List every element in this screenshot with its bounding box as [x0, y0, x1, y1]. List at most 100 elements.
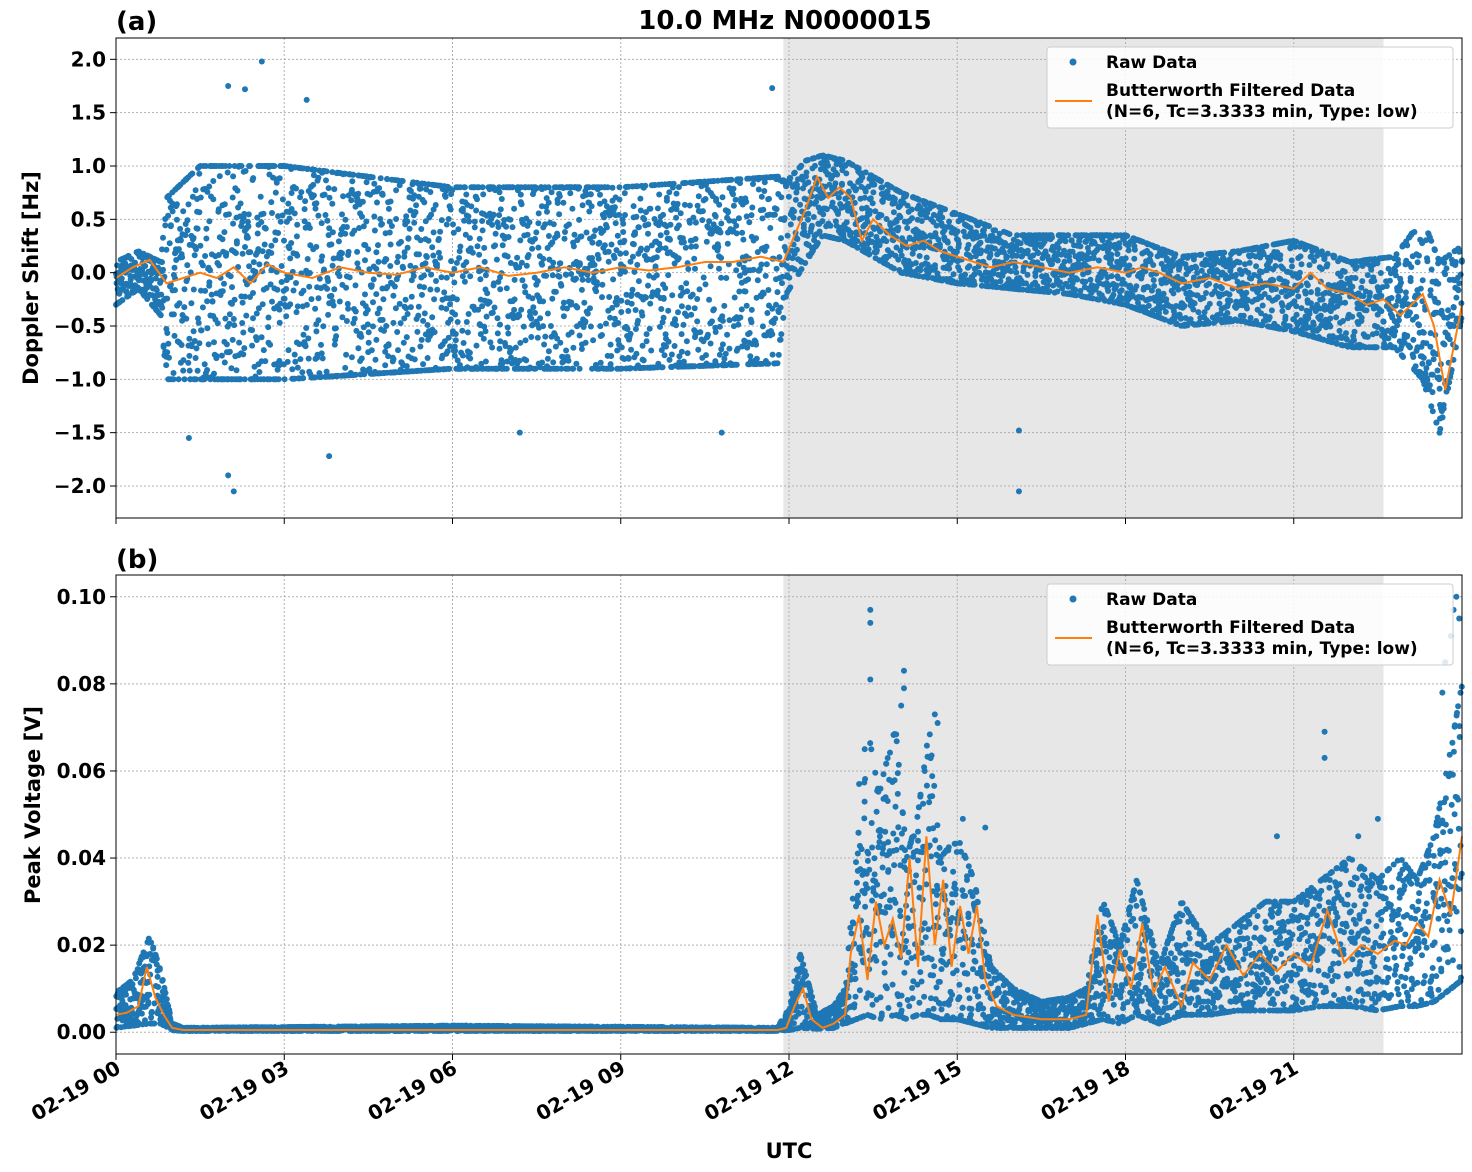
raw-data-point — [560, 199, 567, 206]
raw-data-point — [379, 221, 385, 227]
raw-data-point — [621, 237, 628, 244]
raw-data-point — [758, 261, 765, 268]
raw-data-point — [760, 206, 767, 213]
raw-data-point — [1198, 267, 1205, 274]
raw-data-point — [622, 268, 628, 275]
raw-data-point — [191, 252, 198, 259]
raw-data-point — [443, 274, 450, 281]
raw-data-point — [348, 186, 355, 193]
raw-data-point — [587, 191, 594, 198]
figure-title: 10.0 MHz N0000015 — [638, 6, 931, 36]
raw-data-point — [256, 369, 263, 375]
raw-data-point — [1057, 279, 1063, 286]
raw-data-point — [482, 358, 489, 365]
raw-data-point — [582, 339, 589, 346]
raw-data-point — [647, 205, 654, 212]
raw-data-point — [861, 194, 868, 201]
raw-data-point — [514, 254, 521, 261]
raw-data-point — [1366, 289, 1373, 296]
raw-data-point — [487, 339, 494, 346]
raw-data-point — [206, 218, 213, 225]
raw-data-point — [219, 236, 226, 243]
raw-data-point — [762, 272, 769, 279]
raw-data-point — [430, 229, 437, 236]
raw-data-point — [586, 208, 593, 215]
raw-data-point — [481, 244, 488, 251]
raw-data-point — [319, 253, 326, 260]
raw-data-point — [313, 200, 320, 207]
raw-data-point — [1279, 302, 1286, 309]
raw-data-point — [659, 364, 666, 371]
raw-data-point — [234, 187, 241, 194]
raw-data-point — [438, 217, 445, 224]
raw-data-point — [1124, 233, 1131, 239]
raw-data-point — [1358, 314, 1365, 321]
raw-data-point — [1351, 328, 1358, 335]
raw-data-point — [279, 196, 286, 203]
raw-data-point — [659, 319, 666, 326]
raw-data-point — [599, 281, 606, 288]
raw-data-point — [230, 316, 237, 322]
raw-data-point — [534, 334, 541, 341]
raw-data-point — [549, 239, 556, 246]
raw-data-point — [903, 191, 910, 198]
raw-data-point — [287, 301, 294, 308]
raw-data-point — [421, 310, 428, 317]
raw-data-point — [782, 293, 789, 300]
raw-data-point — [482, 272, 489, 279]
raw-data-point — [563, 347, 570, 354]
raw-data-point — [463, 259, 470, 266]
raw-data-point — [665, 272, 672, 279]
raw-data-point — [231, 296, 238, 303]
raw-data-point — [294, 303, 301, 310]
raw-data-point — [787, 221, 794, 228]
raw-data-point — [548, 189, 555, 196]
raw-data-point — [1304, 282, 1311, 289]
raw-data-point — [1108, 273, 1115, 280]
raw-data-point — [190, 286, 197, 293]
raw-data-point — [232, 250, 239, 256]
raw-data-point — [1296, 269, 1303, 276]
raw-data-point — [657, 232, 664, 239]
raw-data-point — [496, 184, 503, 191]
raw-data-point — [610, 276, 617, 283]
raw-data-point — [481, 323, 488, 330]
raw-data-point — [390, 356, 397, 363]
raw-data-point — [404, 311, 411, 317]
raw-data-point — [441, 289, 448, 296]
raw-data-point — [1054, 257, 1061, 264]
raw-data-point — [312, 374, 319, 381]
raw-data-point — [229, 194, 236, 201]
raw-data-point — [755, 186, 762, 193]
raw-data-point — [467, 245, 474, 252]
raw-data-point — [216, 262, 223, 269]
raw-data-point — [371, 227, 378, 234]
raw-data-point — [962, 271, 969, 278]
raw-data-point — [1383, 283, 1390, 290]
raw-data-point — [743, 213, 750, 220]
raw-data-point — [714, 177, 721, 184]
raw-data-point — [250, 175, 257, 182]
raw-data-point — [557, 339, 564, 346]
raw-data-point — [576, 332, 583, 339]
raw-data-point — [753, 355, 760, 362]
raw-data-point — [293, 309, 300, 316]
raw-data-point — [473, 342, 480, 349]
raw-data-point — [437, 254, 444, 261]
raw-data-point — [1065, 232, 1072, 239]
raw-data-point — [519, 277, 526, 284]
raw-data-point — [1349, 283, 1356, 290]
raw-data-point — [459, 352, 466, 359]
raw-data-point — [192, 355, 199, 361]
raw-data-point — [1308, 289, 1314, 296]
raw-data-point — [477, 276, 484, 283]
raw-data-point — [354, 260, 361, 267]
raw-data-point — [195, 315, 201, 322]
raw-data-point — [652, 263, 659, 270]
raw-data-point — [253, 337, 260, 343]
raw-data-point — [1116, 244, 1123, 251]
raw-data-point — [434, 261, 440, 268]
raw-data-point — [908, 206, 915, 213]
raw-data-point — [544, 208, 550, 215]
raw-data-point — [616, 211, 623, 218]
